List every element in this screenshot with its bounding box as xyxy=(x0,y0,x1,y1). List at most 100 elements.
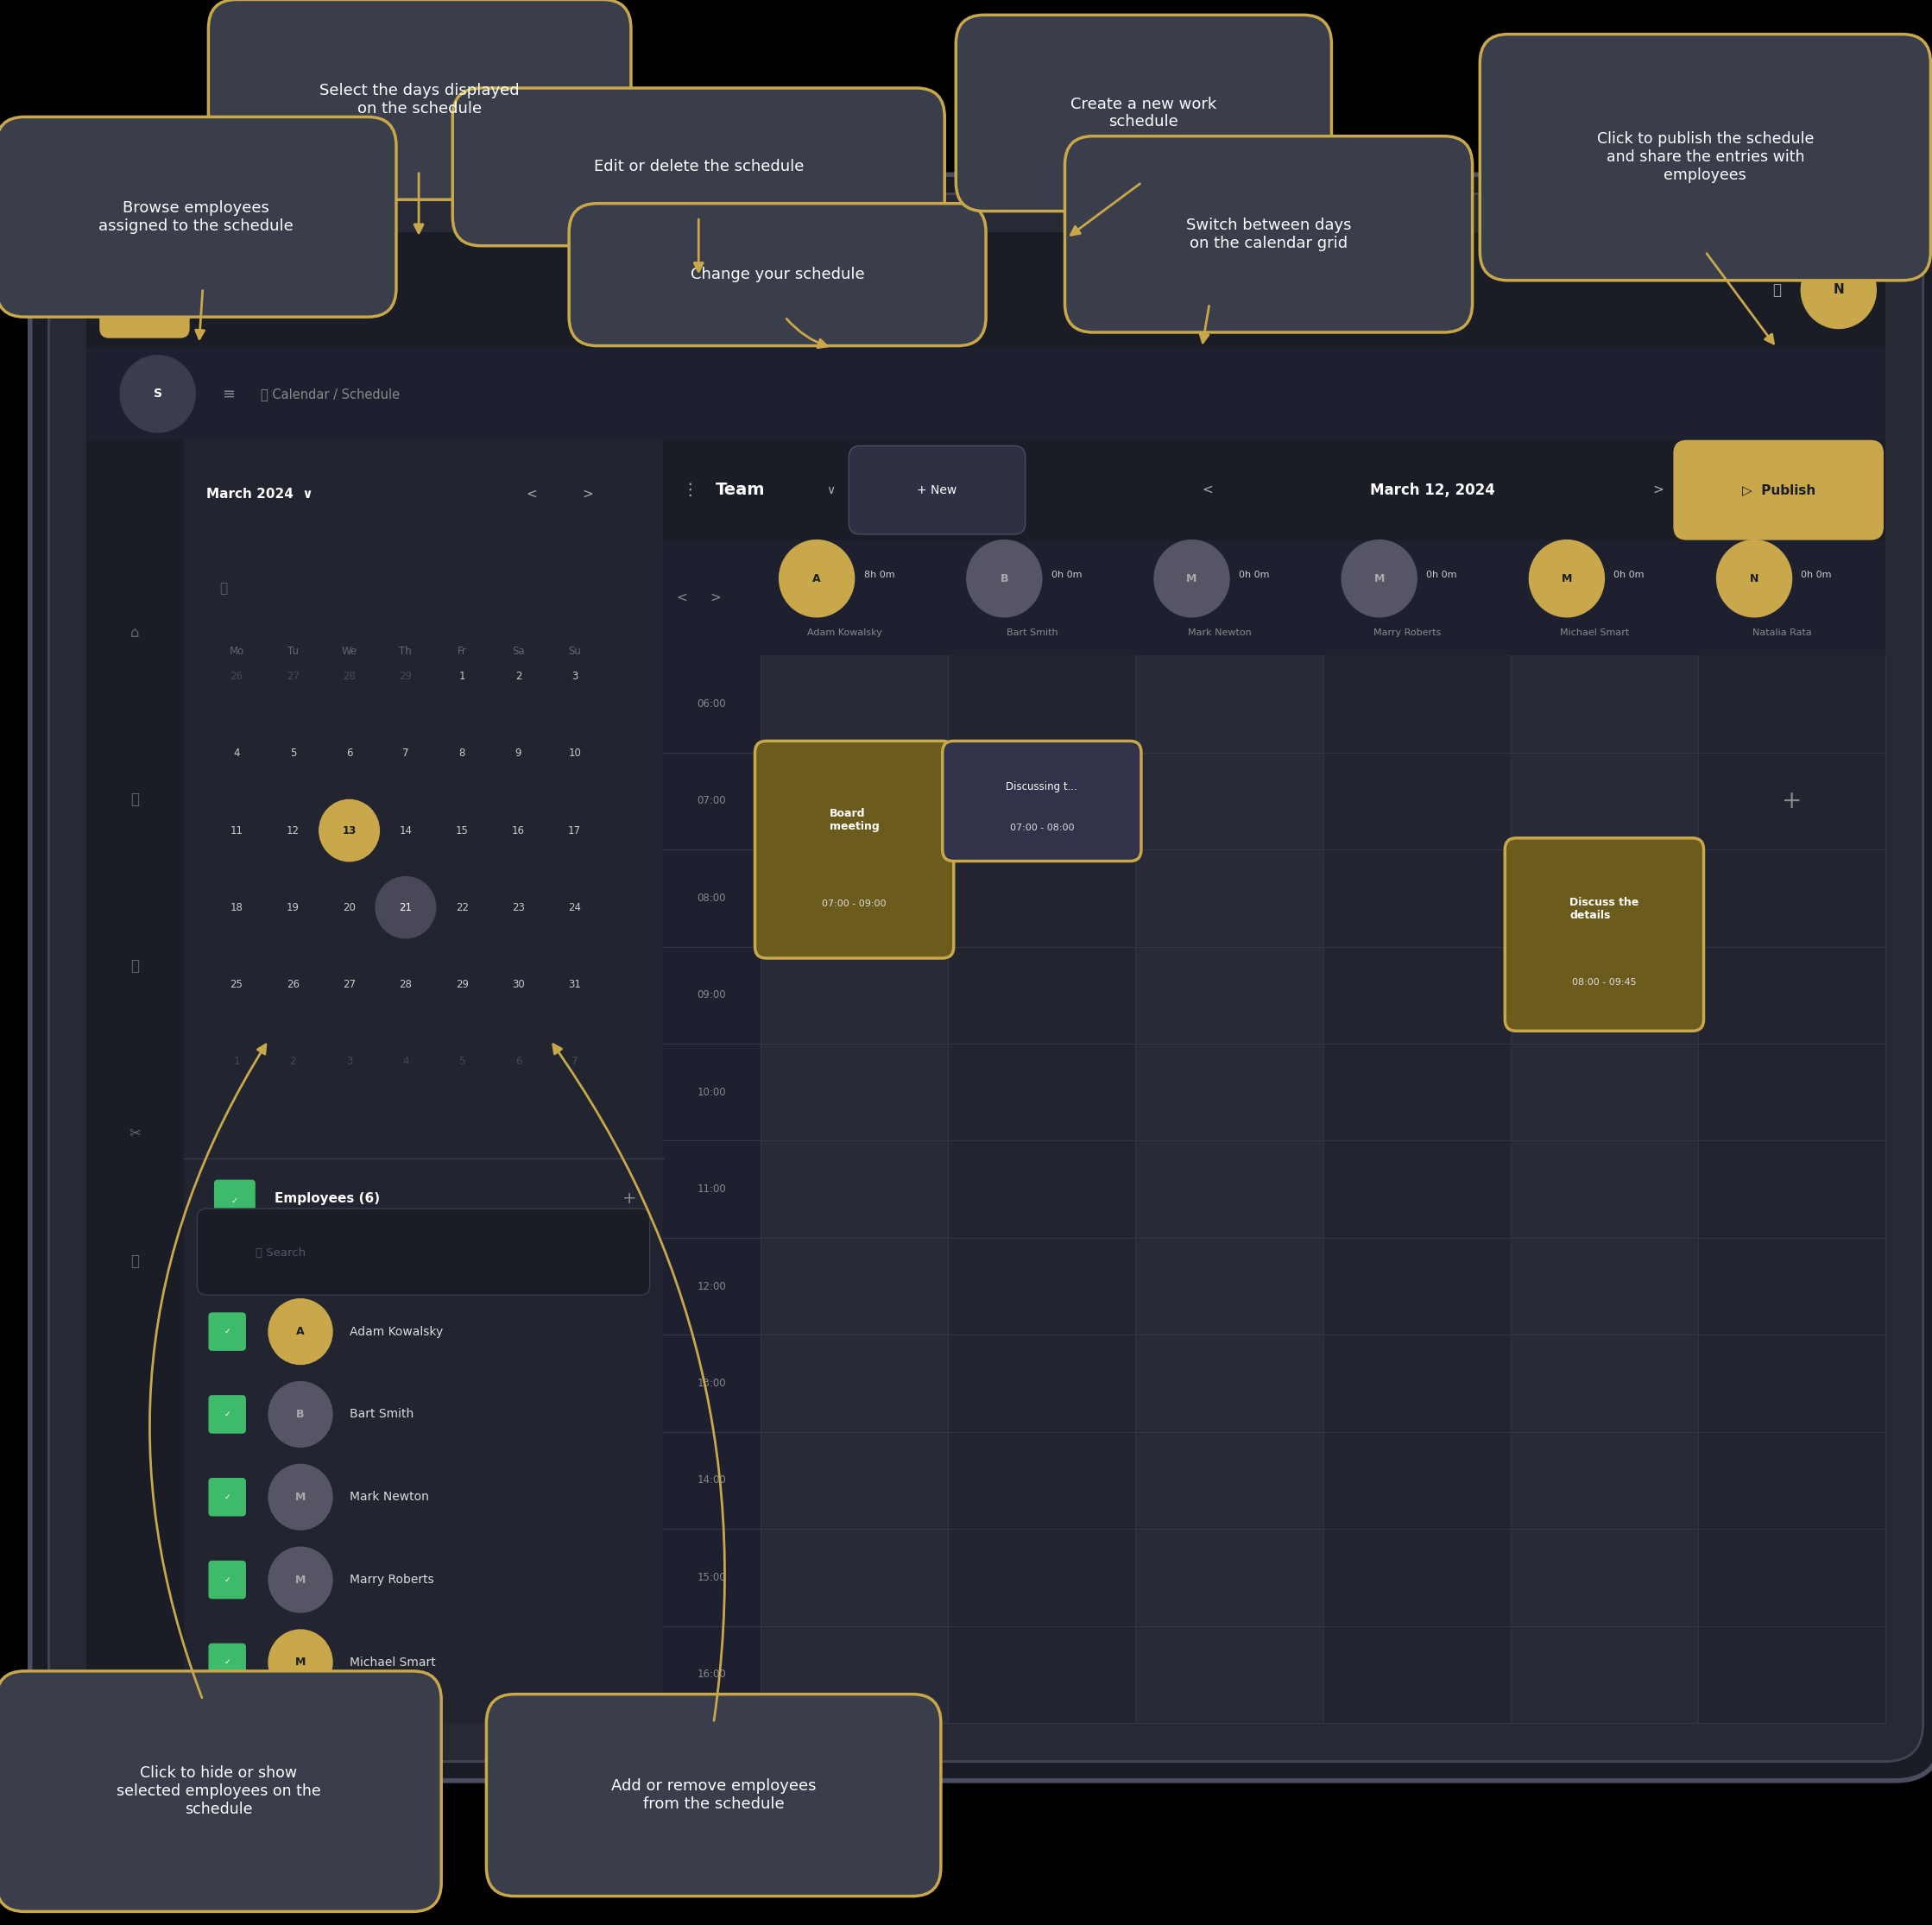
Text: B: B xyxy=(1001,574,1009,583)
Text: 0h 0m: 0h 0m xyxy=(1801,570,1832,579)
FancyBboxPatch shape xyxy=(755,741,954,959)
Text: 5: 5 xyxy=(458,1055,466,1066)
Text: Adam Kowalsky: Adam Kowalsky xyxy=(808,628,883,637)
Text: 08:00 - 09:45: 08:00 - 09:45 xyxy=(1573,978,1636,986)
Text: ✓: ✓ xyxy=(224,1494,230,1502)
Text: SAFETY
HAB: SAFETY HAB xyxy=(199,275,230,293)
Text: ✓: ✓ xyxy=(224,1411,230,1419)
Text: 16: 16 xyxy=(512,826,526,835)
Bar xyxy=(1136,656,1323,1723)
Text: 18: 18 xyxy=(230,901,243,912)
FancyBboxPatch shape xyxy=(956,15,1331,212)
Bar xyxy=(761,656,949,1723)
Text: 08:00: 08:00 xyxy=(697,893,726,903)
Text: 31: 31 xyxy=(568,978,582,989)
Text: ✓: ✓ xyxy=(224,1328,230,1336)
Bar xyxy=(1511,656,1698,1723)
FancyBboxPatch shape xyxy=(452,89,945,246)
Circle shape xyxy=(269,1713,332,1779)
Text: Adam Kowalsky: Adam Kowalsky xyxy=(350,1326,442,1338)
Circle shape xyxy=(779,541,854,618)
Text: 26: 26 xyxy=(286,978,299,989)
Text: Employees (6): Employees (6) xyxy=(274,1192,379,1205)
Text: 27: 27 xyxy=(286,672,299,681)
Text: 13:00: 13:00 xyxy=(697,1378,726,1390)
Text: 3: 3 xyxy=(346,1055,352,1066)
Text: 0h 0m: 0h 0m xyxy=(1238,570,1269,579)
Text: S: S xyxy=(153,387,162,400)
FancyBboxPatch shape xyxy=(209,0,632,200)
Text: Mark Newton: Mark Newton xyxy=(350,1492,429,1503)
Text: 20: 20 xyxy=(342,901,355,912)
Text: We: We xyxy=(342,647,357,656)
Circle shape xyxy=(375,876,437,937)
Text: 15: 15 xyxy=(456,826,468,835)
Bar xyxy=(184,441,663,1723)
Text: 6: 6 xyxy=(346,749,352,758)
Text: 30: 30 xyxy=(512,978,526,989)
Text: Discuss the
details: Discuss the details xyxy=(1569,897,1638,920)
Text: 9: 9 xyxy=(516,749,522,758)
FancyBboxPatch shape xyxy=(848,447,1026,535)
Text: + New: + New xyxy=(918,483,956,497)
Text: 14: 14 xyxy=(400,826,412,835)
FancyBboxPatch shape xyxy=(1065,137,1472,333)
Circle shape xyxy=(120,356,195,433)
Text: 06:00: 06:00 xyxy=(697,699,726,710)
Text: <: < xyxy=(676,591,688,604)
FancyBboxPatch shape xyxy=(214,1180,255,1220)
Text: 7: 7 xyxy=(572,1055,578,1066)
Text: ⚙: ⚙ xyxy=(129,1673,141,1688)
Text: 28: 28 xyxy=(400,978,412,989)
Text: 🔍 Search: 🔍 Search xyxy=(255,1247,305,1259)
Bar xyxy=(663,656,761,1723)
Text: Michael Smart: Michael Smart xyxy=(1561,628,1629,637)
Text: ▷  Publish: ▷ Publish xyxy=(1743,483,1816,497)
Text: Fr: Fr xyxy=(458,647,468,656)
Text: 28: 28 xyxy=(342,672,355,681)
FancyBboxPatch shape xyxy=(197,1209,649,1296)
FancyBboxPatch shape xyxy=(209,1313,245,1351)
Text: 09:00: 09:00 xyxy=(697,989,726,1001)
Text: M: M xyxy=(296,1657,305,1669)
Text: Edit or delete the schedule: Edit or delete the schedule xyxy=(593,160,804,175)
Text: Bart Smith: Bart Smith xyxy=(350,1409,413,1421)
Text: 0h 0m: 0h 0m xyxy=(1051,570,1082,579)
Bar xyxy=(87,233,1886,348)
FancyBboxPatch shape xyxy=(1505,837,1704,1032)
Text: ✓: ✓ xyxy=(224,1577,230,1584)
Text: 🔔: 🔔 xyxy=(1772,283,1781,298)
Circle shape xyxy=(1341,541,1416,618)
Text: 6: 6 xyxy=(516,1055,522,1066)
Circle shape xyxy=(1801,252,1876,329)
FancyBboxPatch shape xyxy=(48,194,1922,1761)
Text: Th: Th xyxy=(400,647,412,656)
Text: 29: 29 xyxy=(400,672,412,681)
Text: Click to hide or show
selected employees on the
schedule: Click to hide or show selected employees… xyxy=(116,1765,321,1817)
Text: ⚙: ⚙ xyxy=(249,1675,261,1686)
Text: 14:00: 14:00 xyxy=(697,1475,726,1486)
Circle shape xyxy=(1718,541,1791,618)
Circle shape xyxy=(319,799,379,860)
Text: ✓: ✓ xyxy=(232,1197,238,1205)
Bar xyxy=(1698,656,1886,1723)
Text: March 12, 2024: March 12, 2024 xyxy=(1370,483,1495,499)
Text: 👥: 👥 xyxy=(131,791,139,807)
Bar xyxy=(663,541,1886,656)
Text: M: M xyxy=(1374,574,1385,583)
Text: A: A xyxy=(813,574,821,583)
Text: M: M xyxy=(296,1492,305,1503)
Bar xyxy=(87,441,184,1723)
FancyBboxPatch shape xyxy=(0,117,396,318)
Text: 5: 5 xyxy=(290,749,296,758)
Text: 16:00: 16:00 xyxy=(697,1669,726,1681)
Text: 25: 25 xyxy=(230,978,243,989)
FancyBboxPatch shape xyxy=(31,175,1932,1781)
Text: ⏱: ⏱ xyxy=(131,959,139,974)
Text: ≡: ≡ xyxy=(222,387,234,402)
Text: March 2024  ∨: March 2024 ∨ xyxy=(207,487,313,501)
Bar xyxy=(1323,656,1511,1723)
Text: Su: Su xyxy=(568,647,582,656)
Text: Discussing t...: Discussing t... xyxy=(1007,782,1078,791)
Text: ∨: ∨ xyxy=(827,483,835,497)
